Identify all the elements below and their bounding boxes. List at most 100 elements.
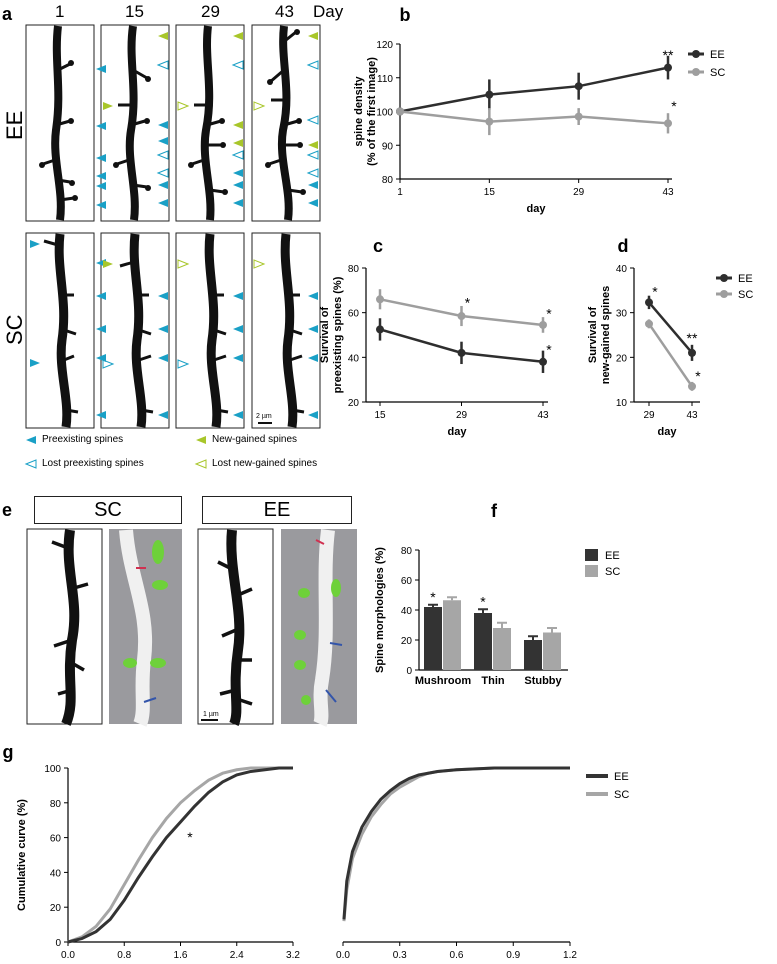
chart-d-series-ee-line bbox=[648, 301, 693, 354]
chart-b-y-tick-label: 120 bbox=[376, 40, 393, 51]
chart-d-x-axis-title: day bbox=[658, 426, 678, 438]
chart-d-y-tick-label: 20 bbox=[616, 353, 628, 364]
chart-g1-y-tick-label: 60 bbox=[50, 834, 62, 845]
chart-f-y-axis-title: Spine morphologies (%) bbox=[374, 547, 386, 673]
chart-c-series-sc-point bbox=[457, 312, 466, 321]
chart-c-x-axis-title: day bbox=[448, 426, 468, 438]
chart-d-y-tick-label: 30 bbox=[616, 309, 628, 320]
legend-preexisting-label: Preexisting spines bbox=[42, 434, 124, 445]
chart-f-significance-mark: * bbox=[480, 593, 486, 609]
chart-b-legend-ee-marker bbox=[692, 50, 700, 58]
ee-confocal-image bbox=[197, 528, 274, 726]
chart-f-x-tick-label: Stubby bbox=[524, 675, 562, 687]
sc-day43-image bbox=[251, 232, 321, 429]
chart-d-series-sc-point bbox=[645, 319, 653, 328]
chart-b-x-tick-label: 29 bbox=[573, 187, 585, 198]
chart-b-legend-sc-marker bbox=[692, 68, 700, 76]
chart-g2-series-sc-line bbox=[342, 766, 570, 922]
chart-c-y-axis-title-2: preexisting spines (%) bbox=[332, 276, 344, 393]
chart-d-significance-mark: ** bbox=[687, 330, 698, 346]
chart-b-series-ee-line bbox=[399, 66, 669, 113]
chart-g1-x-tick-label: 0.0 bbox=[61, 950, 75, 961]
chart-f-x-tick-label: Thin bbox=[481, 675, 504, 687]
chart-b-y-tick-label: 100 bbox=[376, 108, 393, 119]
day-43-label: 43 bbox=[275, 2, 294, 21]
chart-c-significance-mark: * bbox=[546, 341, 552, 357]
panel-a-label: a bbox=[2, 4, 13, 24]
chart-b-y-axis-title-2: (% of the first image) bbox=[366, 57, 378, 166]
chart-d-legend-sc-label: SC bbox=[738, 289, 753, 301]
chart-c-x-tick-label: 43 bbox=[537, 410, 549, 421]
chart-d-series-ee-point bbox=[688, 348, 696, 357]
chart-f-y-tick-label: 80 bbox=[401, 546, 413, 557]
chart-c-series-ee-point bbox=[376, 325, 384, 334]
chart-b-panel-label: b bbox=[400, 5, 411, 25]
chart-d-series-ee-point bbox=[645, 298, 653, 307]
chart-b-series-sc-point bbox=[485, 117, 494, 126]
chart-f-legend-ee-swatch bbox=[585, 549, 598, 561]
ee-day1-image bbox=[25, 24, 95, 222]
chart-f-y-tick-label: 0 bbox=[406, 666, 412, 677]
chart-d-significance-mark: * bbox=[652, 283, 658, 299]
panel-e-label: e bbox=[2, 500, 13, 520]
legend-new-gained-marker bbox=[196, 436, 206, 444]
chart-d-y-tick-label: 10 bbox=[616, 398, 628, 409]
chart-f-bar-sc-mushroom bbox=[443, 600, 461, 670]
chart-g2-x-tick-label: 0.9 bbox=[506, 950, 520, 961]
chart-g2-x-tick-label: 1.2 bbox=[563, 950, 577, 961]
chart-b-significance-mark: ** bbox=[663, 47, 674, 63]
chart-g1-x-tick-label: 3.2 bbox=[286, 950, 300, 961]
chart-b-y-tick-label: 90 bbox=[382, 141, 394, 152]
sc-day29-image bbox=[175, 232, 245, 429]
chart-f-legend-ee-label: EE bbox=[605, 550, 620, 562]
chart-b-series-sc-point bbox=[396, 107, 404, 116]
chart-d-x-tick-label: 43 bbox=[686, 410, 698, 421]
chart-d-panel-label: d bbox=[618, 236, 629, 256]
legend-preexisting-marker bbox=[26, 436, 36, 444]
chart-g1-significance-mark: * bbox=[187, 829, 193, 845]
chart-g2-legend-sc-label: SC bbox=[614, 789, 629, 801]
chart-g1-x-tick-label: 1.6 bbox=[174, 950, 188, 961]
chart-g1-y-tick-label: 100 bbox=[44, 764, 61, 775]
chart-f-y-tick-label: 20 bbox=[401, 636, 413, 647]
chart-f-bar-sc-stubby bbox=[543, 632, 561, 670]
sc-arrow-markers bbox=[30, 240, 318, 419]
chart-g1-series-sc-line bbox=[67, 766, 293, 944]
chart-d-significance-mark: * bbox=[695, 368, 701, 384]
ee-3d-reconstruction bbox=[281, 529, 357, 727]
chart-b-series-sc-point bbox=[664, 119, 672, 128]
ee-day15-image bbox=[100, 24, 170, 222]
chart-f-y-tick-label: 60 bbox=[401, 576, 413, 587]
chart-d-x-tick-label: 29 bbox=[643, 410, 655, 421]
chart-c-significance-mark: * bbox=[465, 295, 471, 311]
chart-g1-y-axis-title: Cumulative curve (%) bbox=[16, 799, 28, 911]
chart-c-series-sc-point bbox=[376, 295, 384, 304]
chart-b-series-ee-point bbox=[485, 90, 494, 99]
chart-f-legend-sc-label: SC bbox=[605, 566, 620, 578]
chart-b-x-tick-label: 15 bbox=[484, 187, 496, 198]
panel-a-micrographs bbox=[24, 24, 321, 469]
chart-c-y-tick-label: 20 bbox=[348, 398, 360, 409]
ee-arrow-markers bbox=[96, 32, 319, 209]
chart-b-significance-mark: * bbox=[671, 98, 677, 114]
chart-f-legend-sc-swatch bbox=[585, 565, 598, 577]
chart-g1-x-tick-label: 0.8 bbox=[117, 950, 131, 961]
sc-3d-reconstruction bbox=[109, 529, 182, 727]
chart-f-significance-mark: * bbox=[430, 589, 436, 605]
chart-d-y-axis-title-2: new-gained spines bbox=[600, 286, 612, 384]
chart-c-y-tick-label: 40 bbox=[348, 353, 360, 364]
panel-e-ee-title: EE bbox=[202, 496, 352, 524]
chart-c-panel-label: c bbox=[373, 236, 383, 256]
chart-f-bar-ee-thin bbox=[474, 613, 492, 670]
legend-lost-new-gained-marker bbox=[194, 459, 207, 469]
chart-d-y-tick-label: 40 bbox=[616, 264, 628, 275]
chart-f-x-tick-label: Mushroom bbox=[415, 675, 471, 687]
day-15-label: 15 bbox=[125, 2, 144, 21]
chart-g1-y-tick-label: 80 bbox=[50, 799, 62, 810]
chart-b-series-ee-point bbox=[574, 82, 583, 91]
chart-f-bar-ee-mushroom bbox=[424, 607, 442, 670]
chart-g1-y-tick-label: 40 bbox=[50, 868, 62, 879]
chart-b-legend-ee-label: EE bbox=[710, 49, 725, 61]
chart-b-series-sc-point bbox=[574, 112, 583, 121]
legend-lost-new-gained-label: Lost new-gained spines bbox=[212, 458, 318, 469]
